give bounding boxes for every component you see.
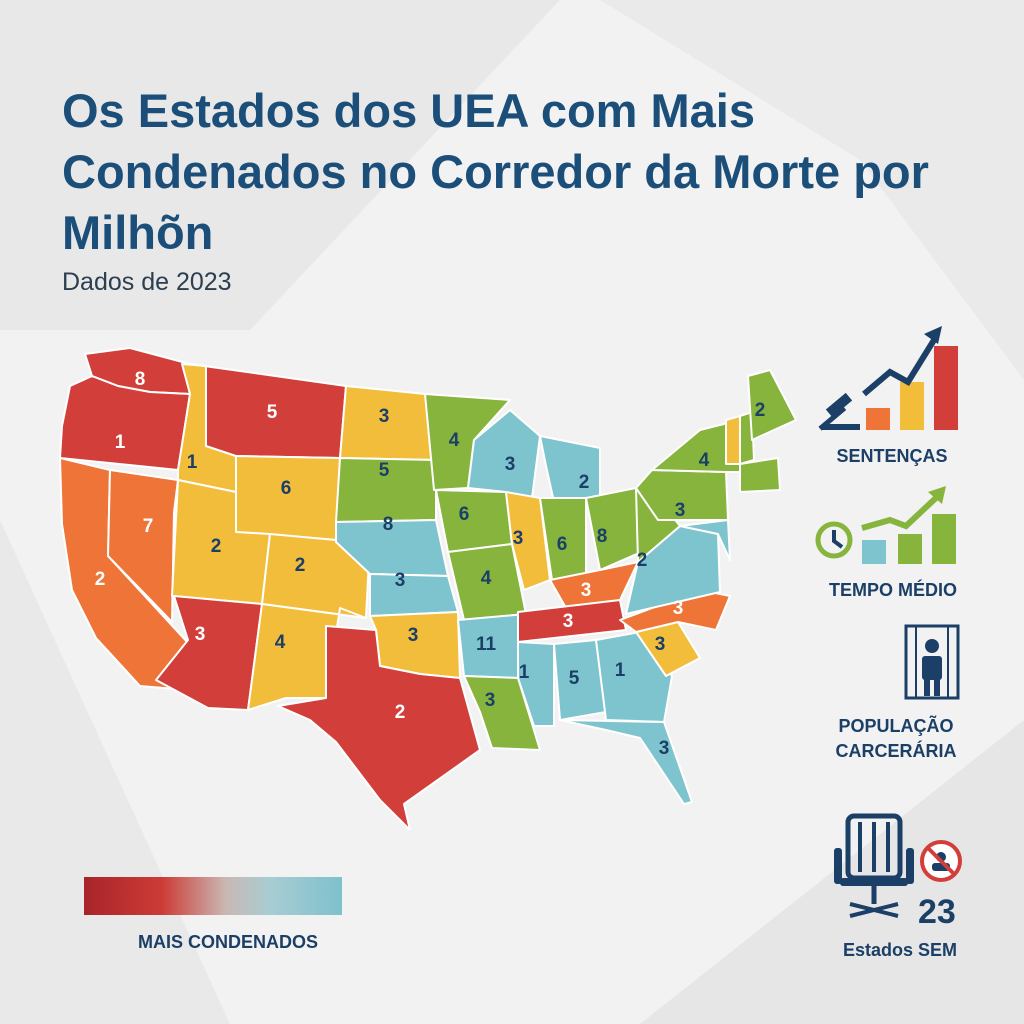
- state-ks: [369, 573, 459, 617]
- clock-chart-icon: [815, 486, 956, 564]
- state-value-label: 5: [267, 402, 278, 423]
- state-value-label: 3: [673, 598, 684, 619]
- state-mi: [539, 435, 601, 503]
- state-ia: [435, 489, 513, 553]
- state-value-label: 2: [637, 550, 648, 571]
- state-value-label: 2: [755, 400, 766, 421]
- populacao-line2: CARCERÁRIA: [835, 741, 957, 761]
- state-value-label: 2: [295, 555, 306, 576]
- prisoner-bars-icon: [904, 624, 960, 700]
- state-value-label: 3: [195, 624, 206, 645]
- state-value-label: 6: [459, 504, 470, 525]
- state-value-label: 6: [281, 478, 292, 499]
- state-il: [505, 491, 551, 591]
- state-value-label: 5: [379, 460, 390, 481]
- state-me: [747, 369, 797, 441]
- tempo-medio-label: TEMPO MÉDIO: [828, 580, 957, 600]
- state-md-de: [679, 519, 731, 561]
- state-value-label: 2: [395, 702, 406, 723]
- state-la: [463, 675, 541, 751]
- state-value-label: 3: [659, 738, 670, 759]
- state-value-label: 4: [481, 568, 492, 589]
- electric-chair-icon: [834, 813, 914, 918]
- state-value-label: 3: [505, 454, 516, 475]
- state-value-label: 3: [581, 580, 592, 601]
- estados-sem-label: Estados SEM: [842, 940, 958, 960]
- legend-label: MAIS CONDENADOS: [138, 932, 319, 952]
- state-ky: [549, 561, 639, 609]
- state-ne-small: [739, 457, 781, 493]
- state-value-label: 1: [115, 432, 126, 453]
- page-subtitle: Dados de 2023: [62, 268, 232, 296]
- populacao-line1: POPULAÇÃO: [838, 716, 954, 736]
- state-value-label: 1: [187, 452, 198, 473]
- state-value-label: 6: [557, 534, 568, 555]
- state-value-label: 3: [655, 634, 666, 655]
- state-value-label: 1: [615, 660, 626, 681]
- no-symbol-icon: [920, 840, 962, 882]
- state-value-label: 3: [408, 625, 419, 646]
- state-value-label: 2: [579, 472, 590, 493]
- state-ms: [517, 641, 555, 727]
- state-value-label: 2: [95, 569, 106, 590]
- gavel-chart-icon: [818, 326, 958, 431]
- state-value-label: 3: [485, 690, 496, 711]
- state-value-label: 8: [597, 526, 608, 547]
- state-value-label: 3: [379, 406, 390, 427]
- legend-gradient-bar: [84, 877, 342, 915]
- page-title: Os Estados dos UEA com Mais Condenados n…: [62, 84, 929, 259]
- state-fl: [559, 719, 693, 805]
- state-pa: [635, 469, 729, 521]
- state-value-label: 3: [563, 611, 574, 632]
- state-tn: [517, 599, 627, 643]
- state-vt: [725, 415, 741, 465]
- state-value-label: 4: [699, 450, 710, 471]
- state-value-label: 1: [519, 662, 530, 683]
- state-value-label: 5: [569, 668, 580, 689]
- state-value-label: 2: [211, 536, 222, 557]
- state-co: [261, 533, 371, 619]
- state-value-label: 11: [476, 634, 497, 655]
- sentencas-label: SENTENÇAS: [836, 446, 948, 466]
- state-value-label: 3: [513, 528, 524, 549]
- state-value-label: 4: [449, 430, 460, 451]
- state-value-label: 7: [143, 516, 154, 537]
- state-value-label: 8: [135, 369, 146, 390]
- state-value-label: 3: [395, 570, 406, 591]
- state-value-label: 8: [383, 514, 394, 535]
- estados-sem-count: 23: [918, 893, 956, 931]
- state-tx: [277, 625, 481, 830]
- state-value-label: 3: [675, 500, 686, 521]
- state-value-label: 4: [275, 632, 286, 653]
- populacao-carceraria-label: POPULAÇÃO CARCERÁRIA: [796, 714, 996, 764]
